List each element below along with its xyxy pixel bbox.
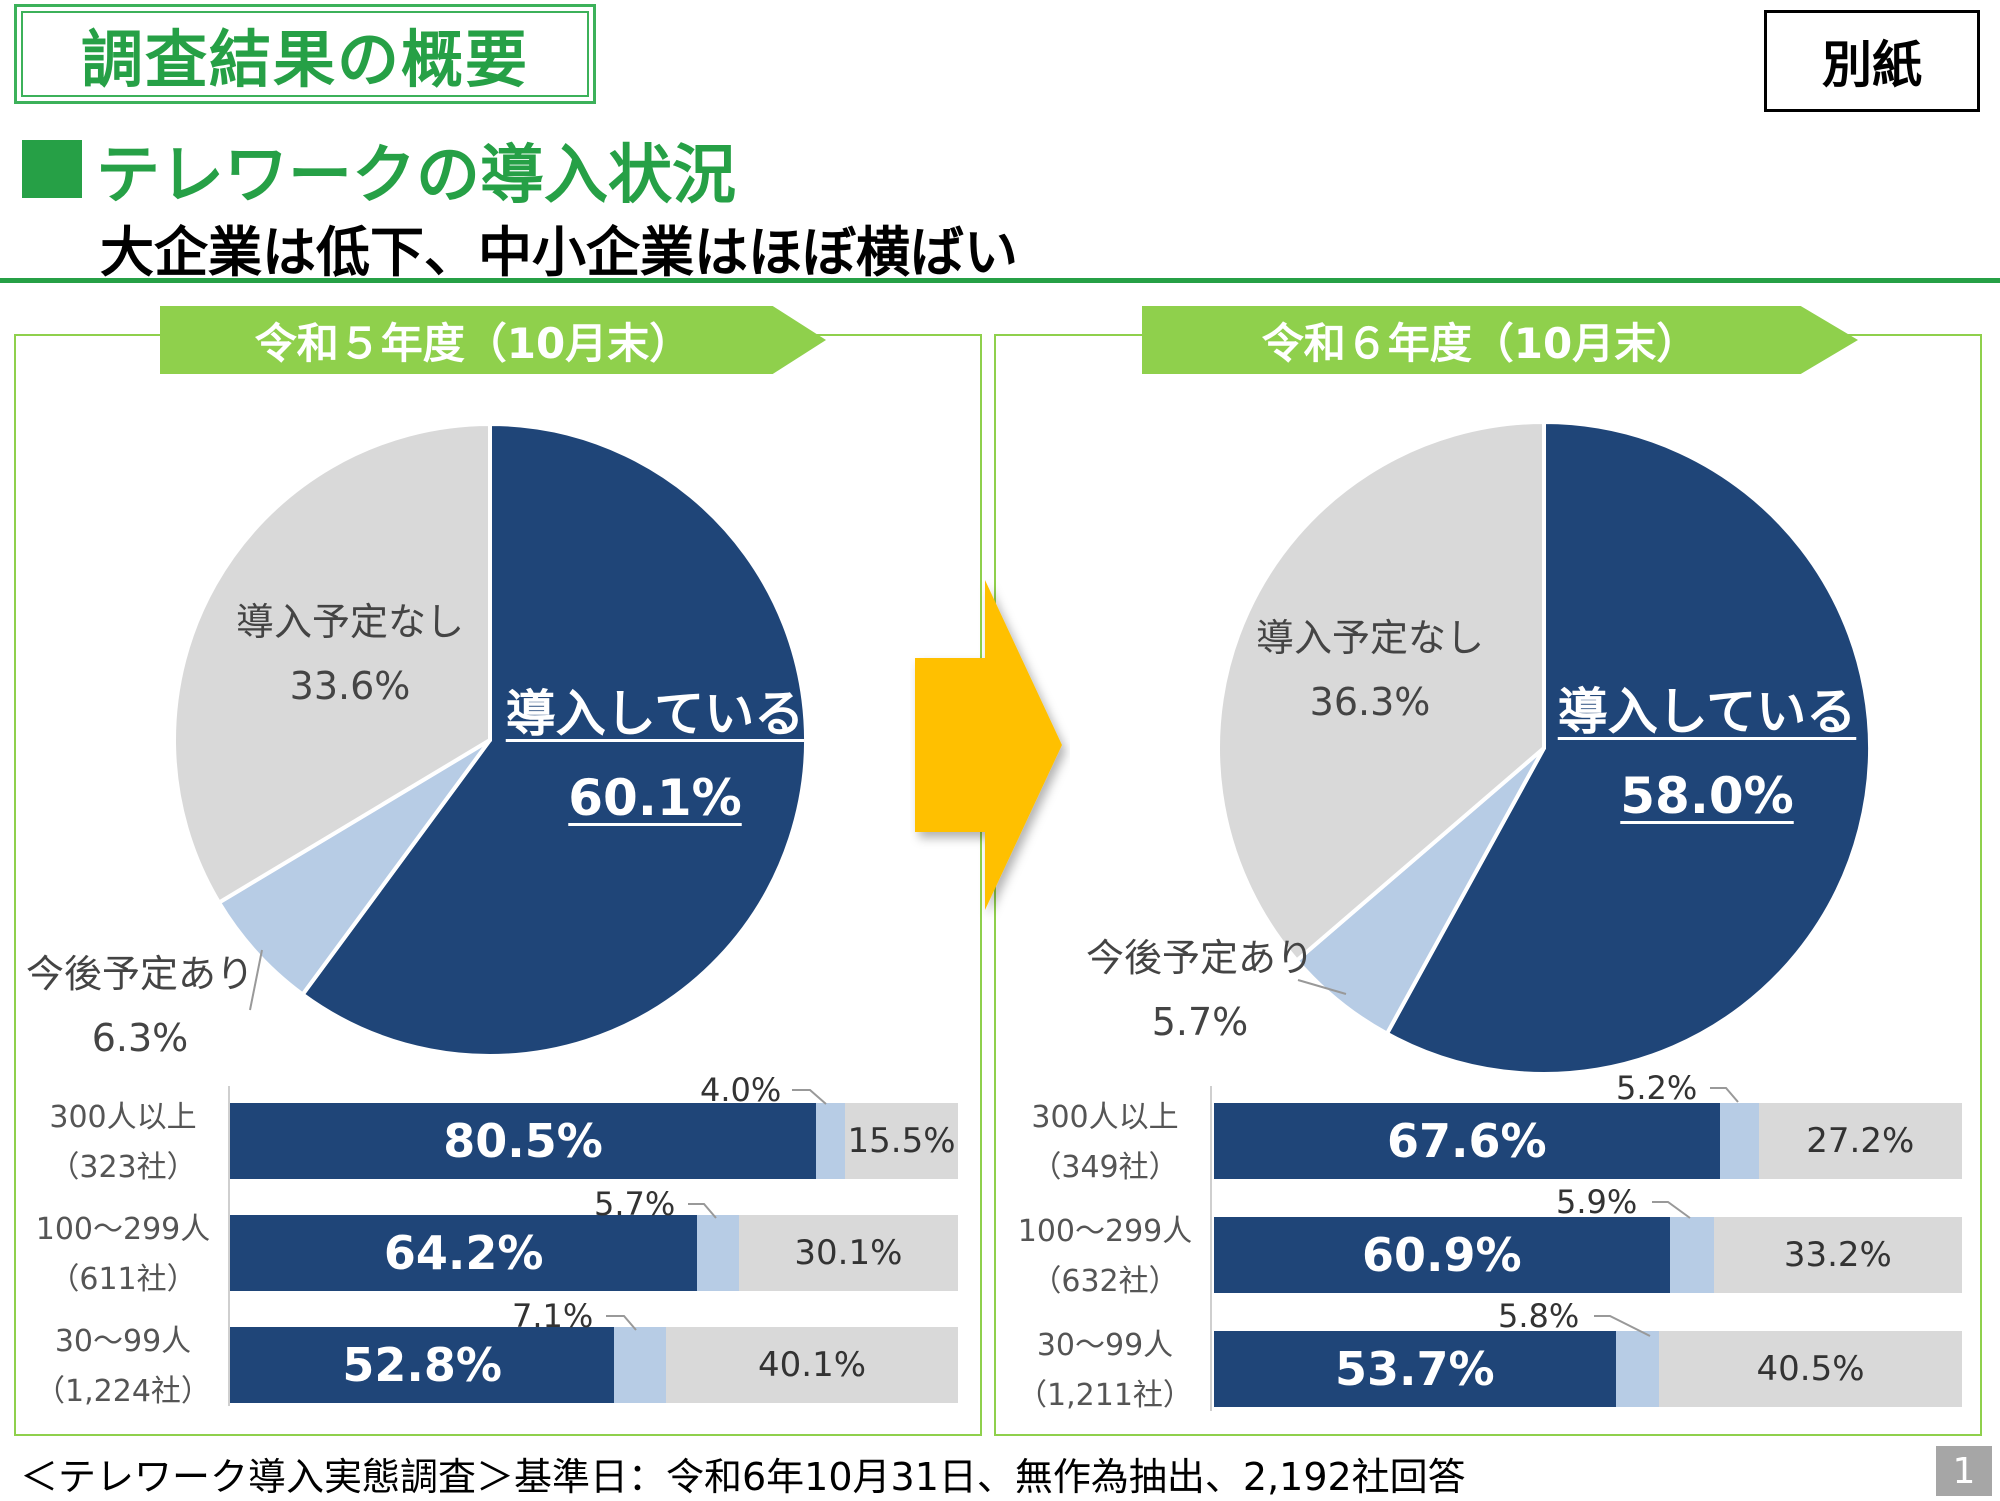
pie-slice [1384,419,1872,1076]
planned-label: 4.0% [700,1071,782,1109]
pie-label-introduced-name: 導入している [1557,683,1857,741]
bar-group-r5: 80.5% 15.5% 64.2% 30.1% 52.8% 40.1% [230,1103,958,1403]
right-arrow-icon [915,580,1062,910]
section-subtitle: 大企業は低下、中小企業はほぼ横ばい [100,221,1018,284]
pie-label-introduced-name: 導入している [505,685,805,743]
row-count: （632社） [1031,1264,1179,1299]
bar-segment-introduced: 60.9% [1214,1217,1670,1293]
page-number: 1 [1936,1446,1992,1496]
planned-leader-lines-r6 [1594,1087,1739,1337]
row-size: 100〜299人 [1017,1214,1193,1249]
bar-row: 80.5% 15.5% [230,1103,958,1179]
section-title: テレワークの導入状況 [96,139,736,213]
bar-segment-none: 27.2% [1758,1103,1962,1179]
pie-label-planned-r6: 今後予定あり 5.7% [1082,926,1318,1054]
pie-label-introduced-value: 60.1% [568,769,742,827]
row-label-r5-100: 100〜299人 （611社） [18,1205,228,1305]
bar-segment-planned [614,1327,667,1403]
pie-label-none-r6: 導入予定なし 36.3% [1240,606,1500,734]
pie-label-none-name: 導入予定なし [1255,616,1484,660]
pie-chart-r5 [172,421,808,1058]
pie-slice [172,421,492,906]
page-title: 調査結果の概要 [80,23,529,96]
pie-label-none-r5: 導入予定なし 33.6% [220,590,480,718]
row-size: 300人以上 [49,1100,197,1135]
pie-label-planned-name: 今後予定あり [1085,936,1314,980]
header-divider [0,278,2000,283]
bar-segment-planned [816,1103,846,1179]
planned-label: 5.7% [594,1185,676,1223]
bar-row: 60.9% 33.2% [1214,1217,1962,1293]
row-size: 300人以上 [1031,1100,1179,1135]
bar-row: 52.8% 40.1% [230,1327,958,1403]
bar-segment-introduced: 64.2% [230,1215,698,1291]
bar-row: 53.7% 40.5% [1214,1331,1962,1407]
pie-label-none-value: 36.3% [1309,680,1431,724]
pie-slice [299,421,808,1058]
bar-segment-planned [1719,1103,1759,1179]
pie-label-none-name: 導入予定なし [235,600,464,644]
planned-label: 7.1% [512,1297,594,1335]
row-size: 30〜99人 [54,1324,192,1359]
pie-label-introduced-r6: 導入している 58.0% [1552,670,1862,838]
pie-label-planned-value: 6.3% [91,1016,189,1060]
planned-label: 5.2% [1616,1069,1698,1107]
bar-segment-planned [697,1215,739,1291]
row-label-r6-100: 100〜299人 （632社） [1000,1207,1210,1307]
pie-slice [1216,419,1546,964]
bar-row: 64.2% 30.1% [230,1215,958,1291]
planned-label: 5.9% [1556,1183,1638,1221]
bar-segment-none: 30.1% [738,1215,958,1291]
bar-segment-planned [1615,1331,1660,1407]
pie-label-planned-name: 今後予定あり [25,952,254,996]
pie-label-planned-r5: 今後予定あり 6.3% [22,942,258,1070]
row-size: 100〜299人 [35,1212,211,1247]
pie-label-none-value: 33.6% [289,664,411,708]
bar-segment-none: 15.5% [845,1103,958,1179]
section-marker-square [22,140,82,198]
bar-segment-none: 33.2% [1713,1217,1962,1293]
footer-note: ＜テレワーク導入実態調査＞基準日：令和6年10月31日、無作為抽出、2,192社… [20,1455,1466,1499]
row-label-r6-30: 30〜99人 （1,211社） [1000,1321,1210,1421]
leader-line-r6 [1297,979,1347,995]
row-count: （1,224社） [35,1374,211,1409]
row-count: （611社） [49,1262,197,1297]
bar-segment-introduced: 80.5% [230,1103,817,1179]
pie-chart-r6 [1216,419,1872,1076]
bar-segment-introduced: 53.7% [1214,1331,1616,1407]
row-count: （349社） [1031,1150,1179,1185]
ribbon-r6: 令和６年度（10月末） [1142,306,1858,374]
bar-segment-none: 40.5% [1659,1331,1962,1407]
bar-axis-r5 [228,1086,230,1406]
row-label-r6-300: 300人以上 （349社） [1000,1093,1210,1193]
planned-leader-lines-r5 [606,1089,827,1331]
pie-label-introduced-r5: 導入している 60.1% [500,672,810,840]
bar-segment-introduced: 52.8% [230,1327,615,1403]
title-box: 調査結果の概要 [14,4,596,104]
row-size: 30〜99人 [1036,1328,1174,1363]
leader-line-r5 [249,949,263,1011]
bar-axis-r6 [1210,1086,1212,1411]
row-label-r5-30: 30〜99人 （1,224社） [18,1317,228,1417]
bar-segment-planned [1669,1217,1714,1293]
row-count: （1,211社） [1017,1378,1193,1413]
pie-label-introduced-value: 58.0% [1620,767,1794,825]
bar-segment-introduced: 67.6% [1214,1103,1720,1179]
row-count: （323社） [49,1150,197,1185]
bar-group-r6: 67.6% 27.2% 60.9% 33.2% 53.7% 40.5% [1214,1103,1962,1407]
ribbon-r5: 令和５年度（10月末） [160,306,826,374]
pie-label-planned-value: 5.7% [1151,1000,1249,1044]
pie-slice [216,738,492,998]
bar-row: 67.6% 27.2% [1214,1103,1962,1179]
planned-label: 5.8% [1498,1297,1580,1335]
attachment-label: 別紙 [1764,10,1980,112]
row-label-r5-300: 300人以上 （323社） [18,1093,228,1193]
bar-segment-none: 40.1% [666,1327,958,1403]
